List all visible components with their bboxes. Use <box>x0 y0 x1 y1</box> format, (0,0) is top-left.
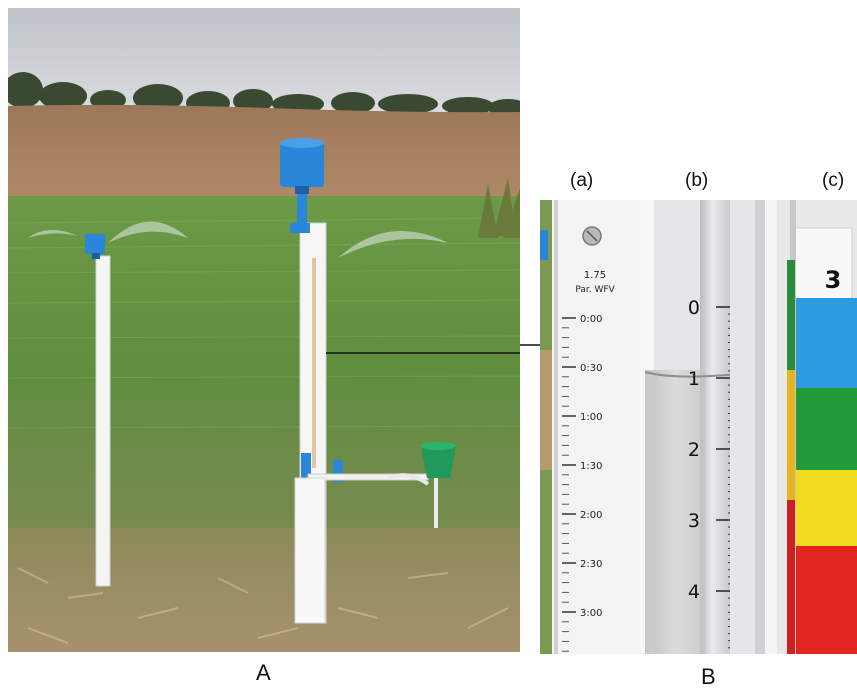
zoom-connector-extension <box>520 344 542 346</box>
gauge-b-tick-label: 4 <box>688 581 700 603</box>
simple-rain-gauge <box>85 234 111 587</box>
gauge-b-tick-label: 3 <box>688 510 700 532</box>
gauge-b-tick-label: 1 <box>688 368 700 390</box>
gauge-a-tick-label: 1:30 <box>580 461 602 472</box>
funnel <box>421 446 456 478</box>
water-meniscus <box>644 371 741 378</box>
column-label-b: (b) <box>685 170 709 191</box>
band-green <box>795 388 857 472</box>
gauge-a-tick-label: 3:00 <box>580 608 602 619</box>
gauge-a-tick-label: 2:00 <box>580 510 602 521</box>
straw <box>17 567 509 644</box>
water-column <box>645 370 705 654</box>
panel-label-b: B <box>701 664 716 689</box>
crop-field <box>8 196 520 546</box>
band-blue <box>795 298 857 390</box>
gauge-c-number: 3 <box>825 266 842 294</box>
collector-cap <box>280 143 324 187</box>
gauge-a-tick-label: 0:30 <box>580 363 602 374</box>
gauge-a-tick-label: 1:00 <box>580 412 602 423</box>
gauge-a-scale: 1.75 Par. WFV 0:00 0:30 1:00 1:30 2:00 2:30 3:… <box>552 200 640 654</box>
gauge-closeup-image: 1.75 Par. WFV 0:00 0:30 1:00 1:30 2:00 2:30 3:… <box>540 200 857 654</box>
tall-plants <box>478 178 520 238</box>
column-label-c: (c) <box>822 170 845 191</box>
plowed-hill <box>8 104 520 198</box>
gauge-b-tick-label: 2 <box>688 439 700 461</box>
panel-label-a: A <box>256 660 271 685</box>
main-rain-gauge <box>280 138 456 624</box>
band-red <box>795 546 857 654</box>
gauge-a-header1: 1.75 <box>584 270 606 281</box>
column-label-a: (a) <box>570 170 594 191</box>
gauge-a-tick-label: 2:30 <box>580 559 602 570</box>
gauge-closeup-photo: 1.75 Par. WFV 0:00 0:30 1:00 1:30 2:00 2:30 3:… <box>540 200 857 654</box>
gauge-a-header2: Par. WFV <box>575 285 615 295</box>
ground <box>8 528 520 652</box>
gauge-a-tick-label: 0:00 <box>580 314 602 325</box>
gauge-b-tick-label: 5 <box>688 652 700 654</box>
field-photo <box>8 8 520 652</box>
crop-rows <box>8 217 520 429</box>
gauge-b-tube: 0 1 2 3 4 5 <box>640 200 741 654</box>
field-scene-image <box>8 8 520 652</box>
band-yellow <box>795 470 857 548</box>
gauge-b-tick-label: 0 <box>688 297 700 319</box>
gauge-c-color-scale: 3 <box>777 200 857 654</box>
sprinkler-spray <box>28 221 448 258</box>
